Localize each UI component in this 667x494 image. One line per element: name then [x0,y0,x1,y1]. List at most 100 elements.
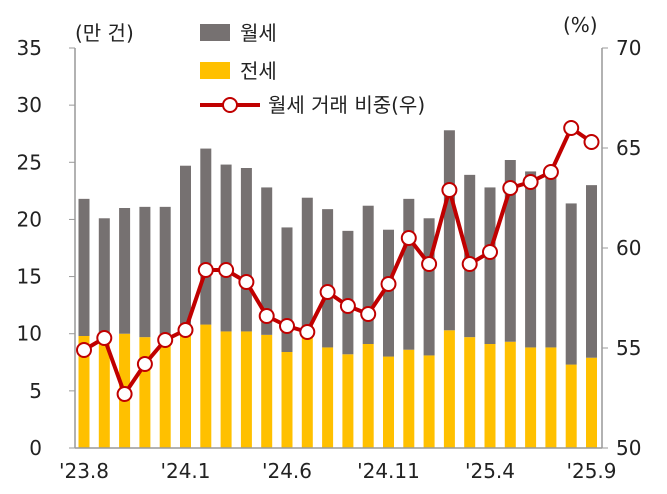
ratio-marker [482,244,498,260]
x-tick-label: '24.11 [357,459,420,483]
bar-monthly [586,185,597,358]
ratio-marker [542,164,559,180]
left-tick-label: 0 [29,436,42,460]
bar-jeonse [159,337,171,448]
bar-jeonse [565,364,577,448]
bar-monthly [261,187,273,335]
bar-jeonse [464,337,476,448]
legend-label-ratio: 월세 거래 비중(우) [268,93,425,117]
x-tick-label: '24.6 [262,459,312,483]
bar-jeonse [383,356,394,448]
bar-monthly [119,208,131,334]
bar-monthly [565,203,577,365]
bar-jeonse [281,352,293,448]
ratio-marker [319,284,336,300]
right-tick-label: 70 [616,36,641,60]
left-tick-label: 30 [17,93,42,117]
ratio-marker [258,308,275,324]
ratio-marker [339,298,356,314]
bar-monthly [240,168,252,332]
legend-marker-ratio [222,97,238,113]
ratio-marker [218,262,235,278]
bar-jeonse [240,331,252,448]
ratio-marker [116,386,133,402]
bar-monthly [423,218,435,356]
ratio-marker [502,180,519,196]
bar-monthly [525,171,537,348]
legend-label-jeonse: 전세 [240,59,277,83]
left-tick-label: 20 [17,207,42,231]
bar-jeonse [525,347,537,448]
right-tick-label: 55 [616,336,641,360]
bar-monthly [383,229,394,357]
bar-jeonse [403,349,415,448]
right-unit: (%) [563,13,598,37]
bar-jeonse [504,341,516,448]
bar-monthly [98,218,110,338]
legend-label-monthly: 월세 [240,21,277,45]
right-tick-label: 60 [616,236,641,260]
bar-monthly [159,206,171,338]
bar-monthly [78,198,90,336]
bar-monthly [403,198,415,350]
bar-monthly [281,227,293,352]
bar-jeonse [443,330,455,448]
bar-jeonse [322,347,334,448]
bar-jeonse [362,344,374,448]
left-tick-label: 15 [17,265,42,289]
ratio-marker [360,306,377,322]
legend-swatch-monthly [200,24,230,41]
bar-monthly [200,148,212,325]
left-tick-label: 10 [17,322,42,346]
bar-monthly [301,197,313,336]
bar-jeonse [220,331,232,448]
ratio-marker [380,276,397,292]
ratio-marker [238,274,255,290]
ratio-marker [96,330,113,346]
bar-monthly [180,165,191,336]
ratio-marker [177,322,194,338]
bar-monthly [443,130,455,331]
bar-jeonse [342,354,354,448]
ratio-marker [76,342,92,358]
ratio-marker [400,230,417,246]
ratio-marker [522,174,539,190]
ratio-marker [157,332,174,348]
bar-jeonse [301,336,313,448]
legend-swatch-jeonse [200,62,230,79]
bar-jeonse [586,357,597,448]
bar-jeonse [139,337,151,448]
x-tick-label: '23.8 [59,459,109,483]
bar-jeonse [484,344,496,448]
ratio-marker [299,324,316,340]
ratio-marker [136,356,153,372]
bar-jeonse [180,336,191,448]
bar-jeonse [78,336,90,448]
bar-jeonse [545,347,557,448]
bar-jeonse [261,334,273,448]
bar-jeonse [200,324,212,448]
bar-monthly [484,187,496,344]
bar-monthly [504,160,516,342]
right-tick-label: 50 [616,436,641,460]
bar-jeonse [423,355,435,448]
x-tick-label: '24.1 [160,459,210,483]
ratio-marker [583,134,600,150]
left-tick-label: 35 [17,36,42,60]
ratio-marker [197,262,214,278]
bar-monthly [220,164,232,332]
bar-monthly [545,174,557,348]
bar-jeonse [98,337,110,448]
bar-monthly [139,206,151,338]
bar-monthly [342,230,354,355]
left-unit: (만 건) [75,21,134,45]
x-tick-label: '25.4 [465,459,515,483]
bar-monthly [322,209,334,348]
bar-monthly [362,205,374,344]
left-tick-label: 5 [29,379,42,403]
left-tick-label: 25 [17,150,42,174]
ratio-marker [421,256,438,272]
ratio-marker [441,182,458,198]
ratio-marker [563,120,580,136]
ratio-marker [461,256,478,272]
